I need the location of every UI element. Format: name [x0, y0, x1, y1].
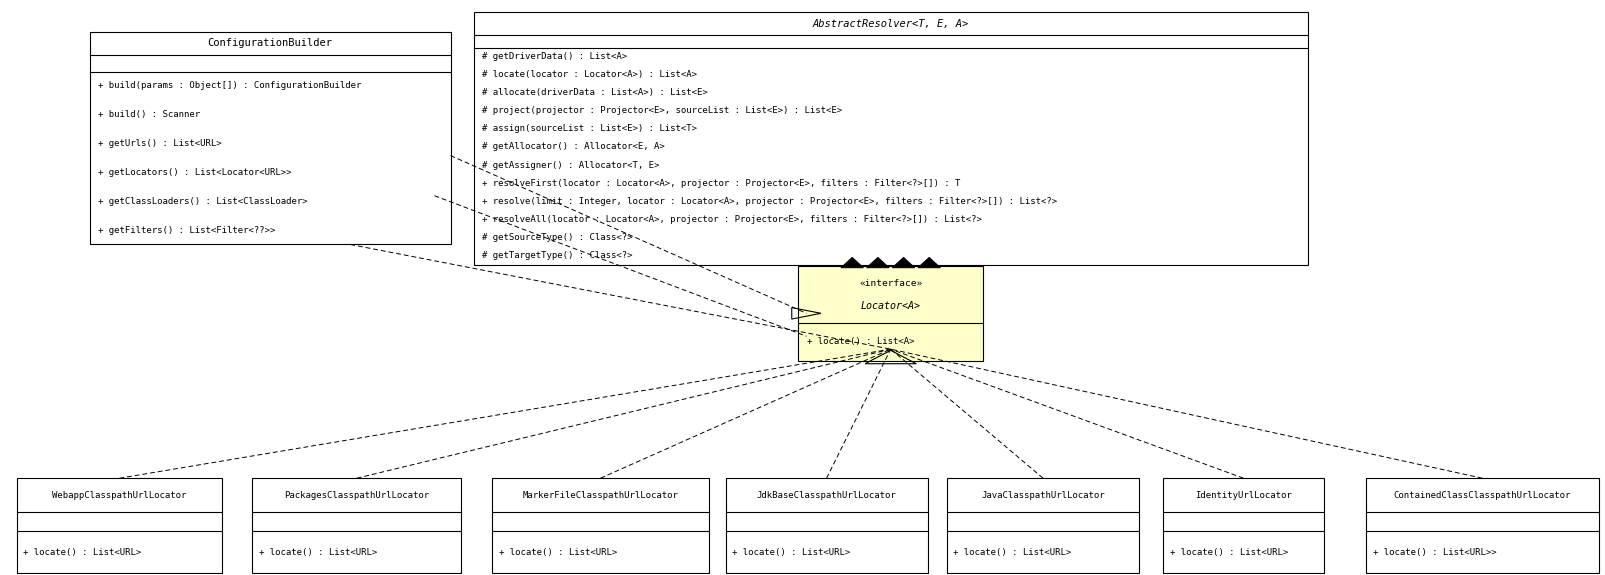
Text: # project(projector : Projector<E>, sourceList : List<E>) : List<E>: # project(projector : Projector<E>, sour…	[482, 106, 843, 116]
Text: IdentityUrlLocator: IdentityUrlLocator	[1196, 490, 1292, 500]
Text: # getSourceType() : Class<?>: # getSourceType() : Class<?>	[482, 233, 632, 242]
Text: JdkBaseClasspathUrlLocator: JdkBaseClasspathUrlLocator	[756, 490, 897, 500]
Text: WebappClasspathUrlLocator: WebappClasspathUrlLocator	[53, 490, 186, 500]
Text: + resolveAll(locator : Locator<A>, projector : Projector<E>, filters : Filter<?>: + resolveAll(locator : Locator<A>, proje…	[482, 215, 982, 224]
Bar	[1366, 478, 1599, 573]
Text: «interface»: «interface»	[859, 278, 923, 288]
Text: # getTargetType() : Class<?>: # getTargetType() : Class<?>	[482, 251, 632, 260]
Text: # allocate(driverData : List<A>) : List<E>: # allocate(driverData : List<A>) : List<…	[482, 88, 708, 97]
Bar	[16, 478, 221, 573]
Text: + getClassLoaders() : List<ClassLoader>: + getClassLoaders() : List<ClassLoader>	[98, 197, 307, 206]
Bar	[1164, 478, 1324, 573]
Polygon shape	[892, 258, 915, 268]
Text: + locate() : List<URL>: + locate() : List<URL>	[499, 547, 616, 557]
Text: # getAssigner() : Allocator<T, E>: # getAssigner() : Allocator<T, E>	[482, 160, 660, 170]
Text: + locate() : List<URL>: + locate() : List<URL>	[1170, 547, 1287, 557]
Text: + getUrls() : List<URL>: + getUrls() : List<URL>	[98, 139, 221, 148]
Text: # getDriverData() : List<A>: # getDriverData() : List<A>	[482, 52, 628, 61]
Text: + getLocators() : List<Locator<URL>>: + getLocators() : List<Locator<URL>>	[98, 168, 291, 177]
Bar	[90, 32, 451, 244]
Text: ConfigurationBuilder: ConfigurationBuilder	[207, 39, 332, 48]
Polygon shape	[867, 258, 889, 268]
Text: + locate() : List<URL>>: + locate() : List<URL>>	[1372, 547, 1496, 557]
Text: + locate() : List<URL>: + locate() : List<URL>	[22, 547, 141, 557]
Text: + resolveFirst(locator : Locator<A>, projector : Projector<E>, filters : Filter<: + resolveFirst(locator : Locator<A>, pro…	[482, 179, 960, 187]
Text: + locate() : List<A>: + locate() : List<A>	[806, 337, 913, 346]
Text: + locate() : List<URL>: + locate() : List<URL>	[953, 547, 1072, 557]
Text: MarkerFileClasspathUrlLocator: MarkerFileClasspathUrlLocator	[523, 490, 679, 500]
Polygon shape	[918, 258, 941, 268]
Polygon shape	[841, 258, 863, 268]
Text: JavaClasspathUrlLocator: JavaClasspathUrlLocator	[981, 490, 1104, 500]
Bar	[473, 12, 1308, 264]
Text: + locate() : List<URL>: + locate() : List<URL>	[732, 547, 851, 557]
Bar	[799, 266, 982, 361]
Text: + locate() : List<URL>: + locate() : List<URL>	[258, 547, 377, 557]
Text: AbstractResolver<T, E, A>: AbstractResolver<T, E, A>	[812, 18, 969, 29]
Text: + build(params : Object[]) : ConfigurationBuilder: + build(params : Object[]) : Configurati…	[98, 82, 361, 90]
Bar	[725, 478, 928, 573]
Text: # getAllocator() : Allocator<E, A>: # getAllocator() : Allocator<E, A>	[482, 143, 664, 151]
Text: + build() : Scanner: + build() : Scanner	[98, 110, 201, 119]
Text: Locator<A>: Locator<A>	[860, 301, 921, 311]
Bar	[947, 478, 1140, 573]
Text: ContainedClassClasspathUrlLocator: ContainedClassClasspathUrlLocator	[1393, 490, 1571, 500]
Text: # locate(locator : Locator<A>) : List<A>: # locate(locator : Locator<A>) : List<A>	[482, 70, 697, 79]
Text: + getFilters() : List<Filter<??>>: + getFilters() : List<Filter<??>>	[98, 225, 274, 235]
Text: + resolve(limit : Integer, locator : Locator<A>, projector : Projector<E>, filte: + resolve(limit : Integer, locator : Loc…	[482, 197, 1058, 206]
Text: PackagesClasspathUrlLocator: PackagesClasspathUrlLocator	[284, 490, 429, 500]
Bar	[493, 478, 709, 573]
Text: # assign(sourceList : List<E>) : List<T>: # assign(sourceList : List<E>) : List<T>	[482, 124, 697, 133]
Bar	[252, 478, 461, 573]
